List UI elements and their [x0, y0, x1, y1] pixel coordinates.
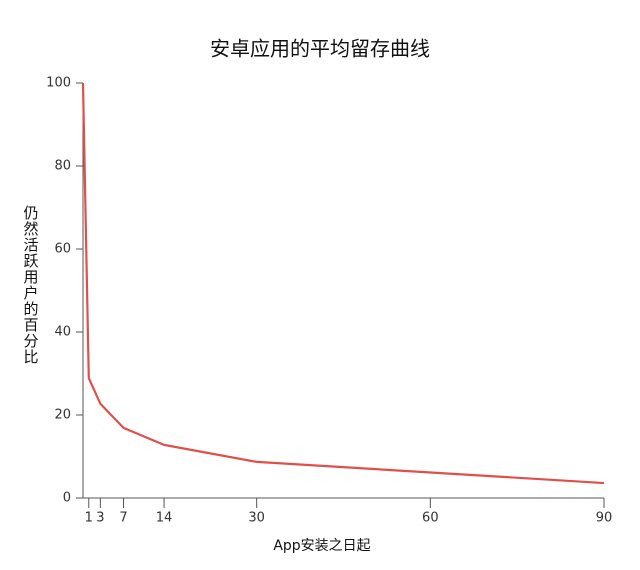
y-tick-label: 100	[46, 76, 71, 91]
x-axis-label: App安装之日起	[273, 538, 370, 554]
x-tick-label: 14	[156, 511, 173, 526]
line-series	[81, 82, 605, 485]
y-tick-label: 80	[54, 159, 71, 174]
y-axis-label: 仍然活跃用户的百分比	[22, 205, 40, 365]
y-tick-label: 20	[54, 408, 71, 423]
y-tick-label: 0	[63, 491, 71, 506]
y-tick-label: 40	[54, 325, 71, 340]
x-tick-label: 1	[85, 511, 93, 526]
x-tick-label: 3	[96, 511, 104, 526]
x-tick-label: 7	[119, 511, 127, 526]
y-tick-label: 60	[54, 242, 71, 257]
chart-title: 安卓应用的平均留存曲线	[210, 37, 430, 61]
x-tick-label: 60	[422, 511, 439, 526]
x-tick-label: 30	[248, 511, 265, 526]
x-tick-label: 90	[596, 511, 613, 526]
